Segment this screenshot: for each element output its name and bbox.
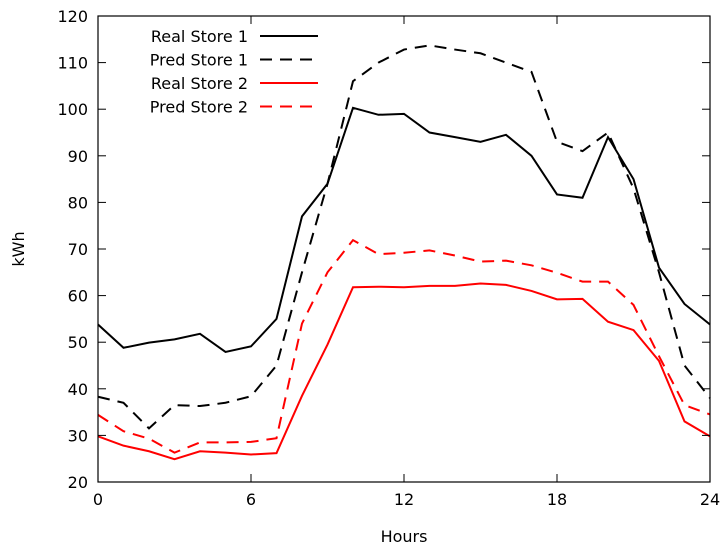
y-tick-label: 30 (68, 426, 88, 445)
series-line-pred-store-2 (97, 238, 711, 454)
y-tick-label: 80 (68, 193, 88, 212)
x-axis-label: Hours (381, 527, 428, 546)
legend-label: Real Store 1 (151, 27, 248, 46)
series-line-real-store-1 (97, 106, 711, 354)
y-tick-label: 100 (57, 100, 88, 119)
y-tick-label: 120 (57, 7, 88, 26)
y-tick-label: 70 (68, 240, 88, 259)
series-line-pred-store-1 (97, 44, 711, 430)
x-tick-label: 24 (700, 490, 720, 509)
series-layer (97, 44, 711, 461)
legend-label: Pred Store 2 (150, 98, 248, 117)
y-tick-label: 60 (68, 287, 88, 306)
y-axis-label: kWh (9, 231, 28, 266)
x-tick-label: 12 (394, 490, 414, 509)
y-tick-label: 50 (68, 333, 88, 352)
x-tick-label: 18 (547, 490, 567, 509)
y-tick-label: 110 (57, 54, 88, 73)
legend-label: Pred Store 1 (150, 51, 248, 70)
y-tick-label: 20 (68, 473, 88, 492)
x-tick-label: 6 (246, 490, 256, 509)
y-tick-label: 40 (68, 380, 88, 399)
series-line-real-store-2 (97, 282, 711, 461)
x-tick-label: 0 (93, 490, 103, 509)
y-tick-label: 90 (68, 147, 88, 166)
legend: Real Store 1 Pred Store 1 Real Store 2 Pred… (150, 27, 318, 117)
legend-label: Real Store 2 (151, 74, 248, 93)
tick-layer: 0 6 12 18 24 20 30 40 50 60 70 80 90 100 110 120 (57, 7, 720, 509)
